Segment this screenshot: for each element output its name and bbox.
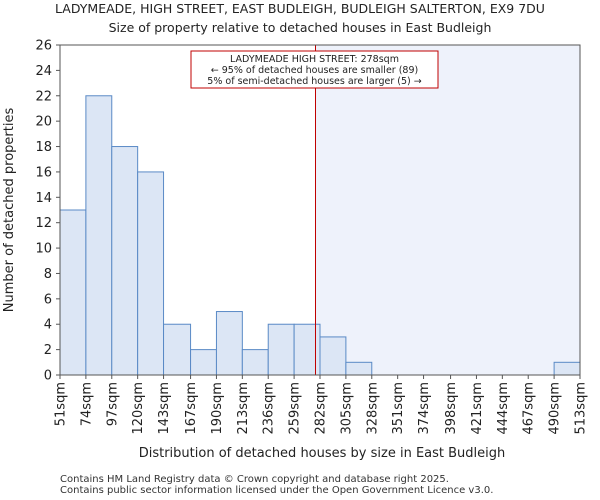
x-tick-label: 282sqm: [314, 382, 329, 435]
y-tick-label: 14: [35, 191, 52, 206]
x-tick-label: 490sqm: [548, 382, 563, 435]
y-tick-label: 26: [35, 39, 52, 54]
y-tick-label: 6: [44, 292, 52, 307]
x-tick-label: 328sqm: [365, 382, 380, 435]
larger-region-shade: [315, 45, 580, 375]
x-tick-label: 97sqm: [105, 382, 120, 426]
x-tick-label: 444sqm: [496, 382, 511, 435]
histogram-bar: [345, 361, 373, 376]
y-tick-label: 10: [35, 242, 52, 257]
x-tick-label: 213sqm: [236, 382, 251, 435]
x-tick-label: 421sqm: [470, 382, 485, 435]
y-tick-label: 24: [35, 64, 52, 79]
histogram-bar: [111, 146, 139, 376]
x-tick-label: 51sqm: [54, 382, 69, 426]
y-tick-label: 4: [44, 318, 52, 333]
x-tick-label: 374sqm: [417, 382, 432, 435]
x-tick-label: 236sqm: [262, 382, 277, 435]
y-tick-label: 18: [35, 140, 52, 155]
y-tick-label: 16: [35, 165, 52, 180]
y-tick-label: 20: [35, 115, 52, 130]
y-tick-label: 2: [44, 343, 52, 358]
histogram-bar: [190, 349, 217, 376]
histogram-bar: [267, 323, 295, 376]
x-tick-label: 167sqm: [184, 382, 199, 435]
x-tick-label: 143sqm: [157, 382, 172, 435]
x-tick-label: 467sqm: [522, 382, 537, 435]
chart-subtitle: Size of property relative to detached ho…: [108, 20, 492, 35]
y-axis-label: Number of detached properties: [2, 108, 17, 313]
annotation-box: [190, 50, 439, 89]
footer-line-1: Contains HM Land Registry data © Crown c…: [60, 474, 449, 485]
histogram-bar: [215, 311, 243, 376]
y-tick-label: 12: [35, 216, 52, 231]
annotation-line: 5% of semi-detached houses are larger (5…: [207, 76, 421, 87]
x-tick-label: 259sqm: [288, 382, 303, 435]
annotation-line: LADYMEADE HIGH STREET: 278sqm: [230, 54, 399, 65]
y-tick-label: 8: [44, 267, 52, 282]
histogram-bar: [553, 361, 581, 376]
histogram-bar: [59, 209, 87, 376]
histogram-bar: [137, 171, 165, 376]
x-tick-label: 351sqm: [391, 382, 406, 435]
histogram-bar: [241, 349, 269, 376]
x-tick-label: 190sqm: [210, 382, 225, 435]
chart-title: LADYMEADE, HIGH STREET, EAST BUDLEIGH, B…: [55, 1, 545, 16]
y-tick-label: 0: [44, 369, 52, 384]
histogram-bar: [293, 323, 321, 376]
x-tick-label: 120sqm: [131, 382, 146, 435]
x-tick-label: 513sqm: [574, 382, 589, 435]
footer-line-2: Contains public sector information licen…: [60, 485, 494, 496]
histogram-bar: [163, 323, 192, 376]
annotation-line: ← 95% of detached houses are smaller (89…: [211, 65, 418, 76]
x-tick-label: 74sqm: [79, 382, 94, 426]
histogram-bar: [319, 336, 347, 376]
y-tick-label: 22: [35, 89, 52, 104]
x-tick-label: 398sqm: [444, 382, 459, 435]
x-tick-label: 305sqm: [339, 382, 354, 435]
x-axis-label: Distribution of detached houses by size …: [139, 446, 506, 461]
histogram-bar: [85, 95, 113, 376]
